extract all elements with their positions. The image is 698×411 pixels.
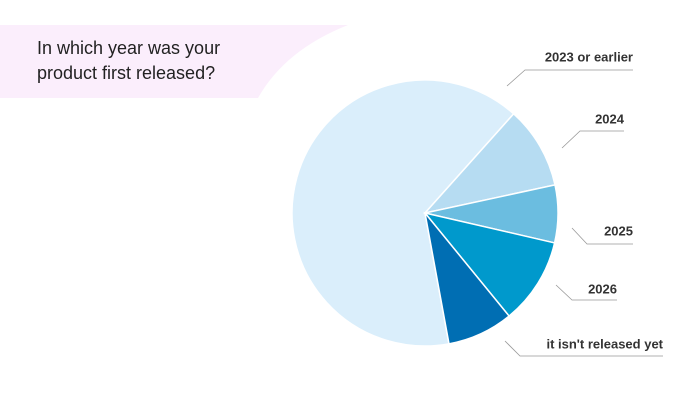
slice-label: it isn't released yet [546, 336, 663, 351]
slice-label: 2023 or earlier [545, 49, 633, 64]
leader-line [571, 227, 633, 245]
slice-label: 2026 [588, 281, 617, 296]
pie-slice [291, 79, 515, 347]
slice-label: 2024 [595, 111, 625, 126]
pie-slice [422, 112, 556, 215]
pie-slice [424, 212, 511, 345]
slice-label: 2025 [604, 223, 633, 238]
pie-slice [423, 211, 556, 318]
chart-title: In which year was your product first rel… [37, 38, 221, 83]
title-background [0, 25, 348, 98]
leader-line [555, 284, 617, 301]
leader-line [561, 130, 624, 149]
leader-line [506, 69, 633, 87]
leader-line [504, 340, 663, 357]
